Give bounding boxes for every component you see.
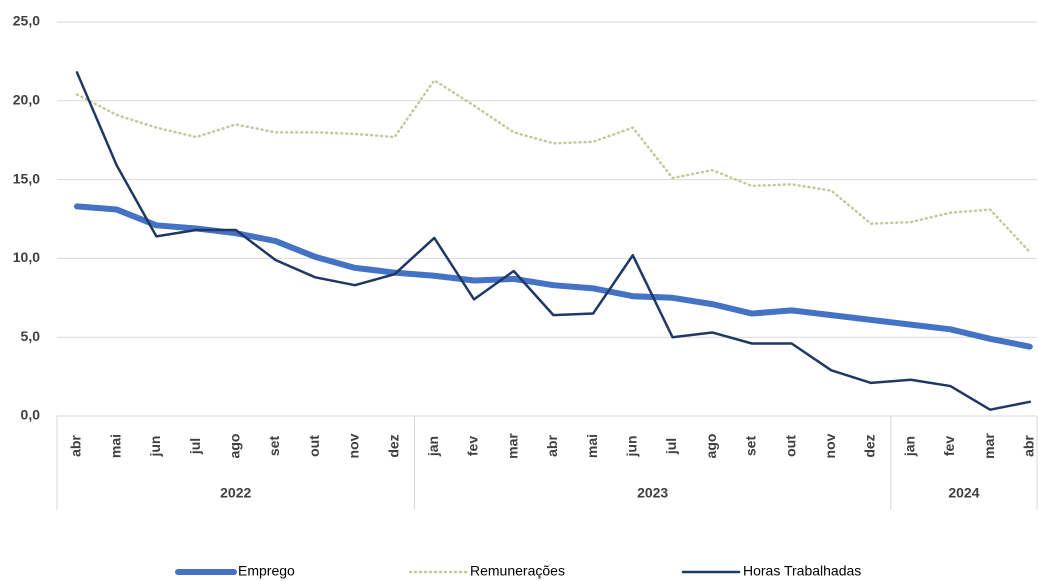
y-tick-label: 0,0 — [21, 407, 41, 423]
series-line — [75, 71, 1032, 411]
y-tick-label: 20,0 — [13, 92, 40, 108]
y-tick-label: 10,0 — [13, 249, 40, 265]
x-tick-label: abr — [544, 435, 560, 457]
x-tick-label: jul — [187, 438, 203, 455]
y-tick-label: 15,0 — [13, 170, 40, 186]
x-group-label: 2024 — [948, 485, 979, 501]
x-tick-label: mar — [981, 433, 997, 459]
x-group-label: 2022 — [220, 485, 251, 501]
x-tick-label: dez — [862, 434, 878, 457]
x-tick-label: out — [782, 435, 798, 457]
x-tick-label: ago — [227, 434, 243, 459]
x-tick-label: dez — [385, 434, 401, 457]
x-tick-label: set — [743, 436, 759, 457]
x-tick-label: mai — [584, 434, 600, 458]
x-tick-label: nov — [346, 433, 362, 458]
x-tick-label: nov — [822, 433, 838, 458]
x-tick-label: out — [306, 435, 322, 457]
x-tick-label: set — [266, 436, 282, 457]
legend-label: Remunerações — [470, 563, 565, 579]
legend-label: Horas Trabalhadas — [743, 563, 861, 579]
x-tick-label: abr — [68, 435, 84, 457]
series-line — [74, 203, 1033, 350]
x-tick-label: jul — [663, 438, 679, 455]
x-tick-label: mai — [107, 434, 123, 458]
x-tick-label: fev — [465, 436, 481, 456]
y-tick-label: 25,0 — [13, 13, 40, 29]
x-tick-label: jun — [147, 436, 163, 458]
x-group-label: 2023 — [637, 485, 668, 501]
x-tick-label: jan — [901, 436, 917, 457]
legend-label: Emprego — [238, 563, 295, 579]
series-line — [75, 79, 1032, 254]
x-tick-label: ago — [703, 434, 719, 459]
x-tick-label: jun — [624, 436, 640, 458]
x-tick-label: mar — [504, 433, 520, 459]
x-tick-label: abr — [1021, 435, 1037, 457]
x-tick-label: fev — [941, 436, 957, 456]
y-tick-label: 5,0 — [21, 328, 41, 344]
x-tick-label: jan — [425, 436, 441, 457]
